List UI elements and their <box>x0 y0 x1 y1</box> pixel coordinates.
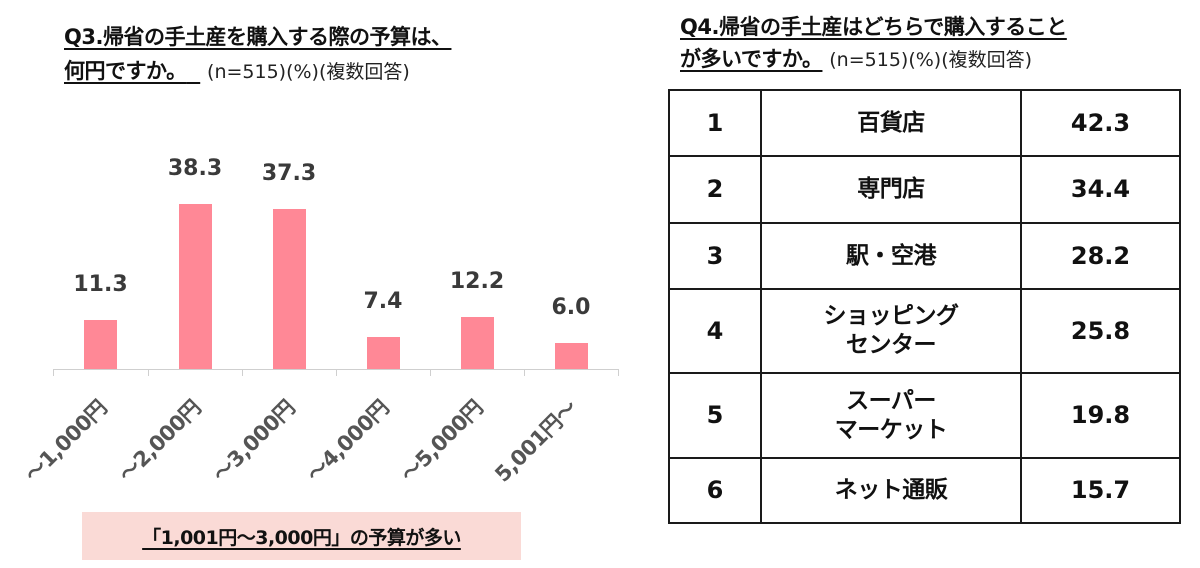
x-axis-tick <box>53 369 54 376</box>
bar-value-label: 6.0 <box>551 295 591 320</box>
percent-cell: 34.4 <box>1020 155 1181 224</box>
rank-cell: 5 <box>668 372 762 459</box>
bar <box>460 317 494 369</box>
rank-cell: 4 <box>668 288 762 374</box>
q3-title-text2: 何円ですか。 <box>64 59 187 83</box>
bar <box>84 320 117 369</box>
q3-meta: (n=515)(%)(複数回答) <box>207 61 410 83</box>
x-axis-tick <box>430 369 431 376</box>
table-row: 3 駅・空港 28.2 <box>668 222 1181 290</box>
percent-cell: 15.7 <box>1020 457 1181 524</box>
place-cell: 百貨店 <box>760 89 1022 157</box>
place-cell: スーパー マーケット <box>760 372 1022 459</box>
rank-cell: 2 <box>668 155 762 224</box>
x-axis-line <box>53 369 618 370</box>
table-row: 1 百貨店 42.3 <box>668 89 1181 157</box>
bar <box>272 209 306 369</box>
place-name-line: 百貨店 <box>857 109 925 136</box>
percent-cell: 28.2 <box>1020 222 1181 290</box>
q4-title-text1: Q4.帰省の手土産はどちらで購入すること <box>680 15 1067 39</box>
table-row: 5 スーパー マーケット 19.8 <box>668 372 1181 459</box>
table-row: 4 ショッピング センター 25.8 <box>668 288 1181 374</box>
x-axis-tick <box>148 369 149 376</box>
table-row: 6 ネット通販 15.7 <box>668 457 1181 524</box>
percent-cell: 25.8 <box>1020 288 1181 374</box>
rank-cell: 1 <box>668 89 762 157</box>
place-cell: 駅・空港 <box>760 222 1022 290</box>
x-axis-tick <box>242 369 243 376</box>
place-cell: 専門店 <box>760 155 1022 224</box>
bar-value-label: 37.3 <box>261 161 317 186</box>
bar <box>178 204 212 369</box>
q3-bar-chart: 11.3 38.3 37.3 7.4 12.2 6.0 〜1,000円 〜2,000円 〜3,… <box>20 156 619 560</box>
table-row: 2 専門店 34.4 <box>668 155 1181 224</box>
q3-title-line2: 何円ですか。 (n=515)(%)(複数回答) <box>64 58 410 85</box>
percent-cell: 42.3 <box>1020 89 1181 157</box>
bar <box>366 337 400 369</box>
q3-highlight-text: 「1,001円〜3,000円」の予算が多い <box>142 526 461 549</box>
place-name-line: マーケット <box>834 416 948 443</box>
q4-title-text2: が多いですか。 <box>680 47 823 71</box>
place-cell: ネット通販 <box>760 457 1022 524</box>
bar-value-label: 12.2 <box>449 269 505 294</box>
q4-title-line1: Q4.帰省の手土産はどちらで購入すること <box>680 14 1067 40</box>
rank-cell: 6 <box>668 457 762 524</box>
bar-value-label: 11.3 <box>73 272 128 297</box>
q4-meta: (n=515)(%)(複数回答) <box>829 49 1033 71</box>
percent-cell: 19.8 <box>1020 372 1181 459</box>
x-axis-tick <box>618 369 619 376</box>
q3-title-text1: Q3.帰省の手土産を購入する際の予算は、 <box>64 25 452 49</box>
q3-highlight-box: 「1,001円〜3,000円」の予算が多い <box>82 512 521 560</box>
bar-value-label: 7.4 <box>363 289 403 314</box>
bar-value-label: 38.3 <box>167 156 223 181</box>
x-axis-tick <box>524 369 525 376</box>
place-name-line: ショッピング <box>823 303 960 329</box>
place-name-line: センター <box>846 332 937 358</box>
q4-title-line2: が多いですか。 (n=515)(%)(複数回答) <box>680 46 1032 73</box>
place-name-line: スーパー <box>846 387 936 414</box>
place-cell: ショッピング センター <box>760 288 1022 374</box>
q3-title-line1: Q3.帰省の手土産を購入する際の予算は、 <box>64 24 452 50</box>
rank-cell: 3 <box>668 222 762 290</box>
bar <box>554 343 588 369</box>
q4-ranking-table: 1 百貨店 42.3 2 専門店 34.4 3 駅・空港 28.2 4 ショッピング センター 25.8… <box>668 89 1181 524</box>
place-name-line: 専門店 <box>857 176 925 202</box>
place-name-line: 駅・空港 <box>846 242 937 269</box>
place-name-line: ネット通販 <box>834 477 948 503</box>
x-axis-tick <box>336 369 337 376</box>
